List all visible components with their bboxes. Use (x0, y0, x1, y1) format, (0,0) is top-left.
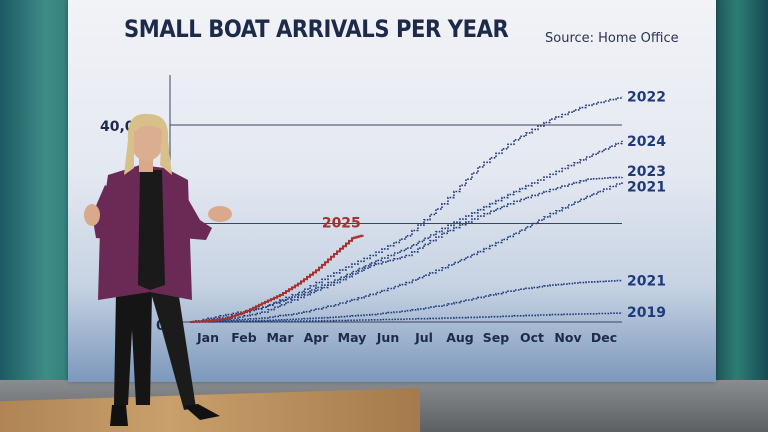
x-tick-label-jun: Jun (376, 330, 399, 345)
x-tick-label-feb: Feb (231, 330, 257, 345)
series-label-2022-0: 2022 (627, 90, 666, 106)
x-tick-label-nov: Nov (554, 330, 581, 345)
x-tick-label-jul: Jul (414, 330, 433, 345)
series-line-2023-2 (190, 176, 623, 323)
x-tick-label-mar: Mar (266, 330, 294, 345)
series-line-2021-3 (190, 181, 623, 323)
series-line-2021-4 (190, 279, 623, 323)
series-line-2025-6 (190, 234, 364, 323)
x-tick-label-apr: Apr (304, 330, 330, 345)
series-label-2019-5: 2019 (627, 305, 666, 321)
x-tick-label-aug: Aug (446, 330, 474, 345)
x-tick-label-oct: Oct (520, 330, 544, 345)
chart-source: Source: Home Office (545, 31, 679, 46)
series-label-2024-1: 2024 (627, 134, 666, 150)
series-label-2021-4: 2021 (627, 273, 666, 289)
series-label-2023-2: 2023 (627, 164, 666, 180)
series-label-2021-3: 2021 (627, 180, 666, 196)
x-tick-label-jan: Jan (196, 330, 219, 345)
chart-title: SMALL BOAT ARRIVALS PER YEAR (124, 15, 509, 43)
x-tick-label-dec: Dec (591, 330, 617, 345)
x-tick-label-sep: Sep (483, 330, 509, 345)
x-tick-label-may: May (338, 330, 367, 345)
series-label-2025-6: 2025 (322, 215, 361, 231)
series-line-2019-5 (190, 312, 623, 323)
series-line-2024-1 (190, 140, 623, 323)
